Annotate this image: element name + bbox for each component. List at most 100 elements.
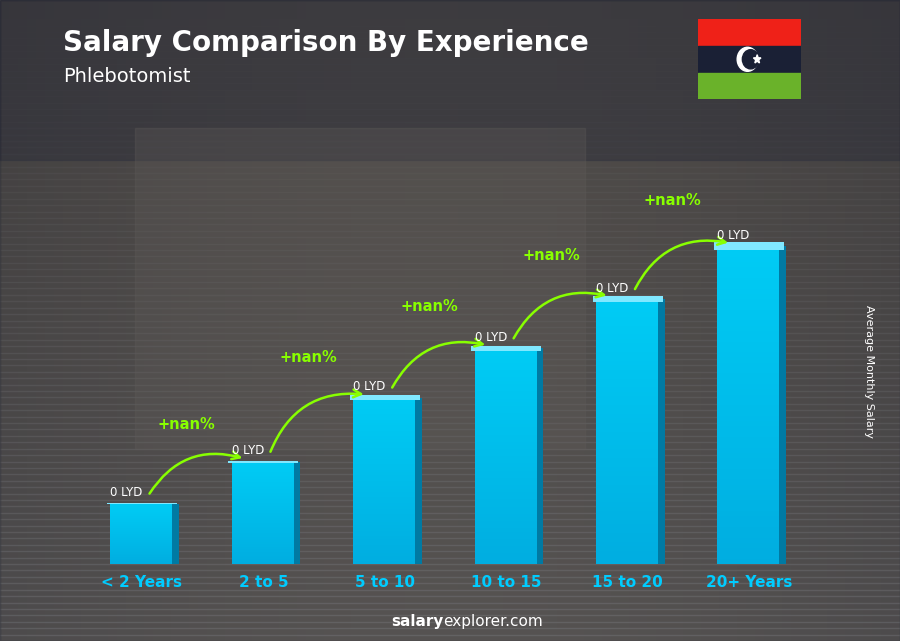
Bar bbox=[353, 470, 417, 472]
Text: +nan%: +nan% bbox=[158, 417, 216, 431]
Bar bbox=[0, 365, 900, 372]
Bar bbox=[474, 488, 538, 492]
Bar bbox=[474, 399, 538, 403]
Bar bbox=[596, 506, 659, 511]
Bar bbox=[474, 417, 538, 420]
Bar bbox=[596, 463, 659, 467]
Bar bbox=[111, 528, 174, 529]
Bar bbox=[596, 524, 659, 529]
Bar bbox=[111, 555, 174, 556]
Bar bbox=[111, 545, 174, 546]
Bar bbox=[0, 519, 900, 526]
Bar bbox=[596, 476, 659, 480]
Bar bbox=[232, 467, 295, 469]
Text: Salary Comparison By Experience: Salary Comparison By Experience bbox=[63, 29, 589, 57]
Bar bbox=[474, 435, 538, 438]
Text: explorer.com: explorer.com bbox=[443, 615, 543, 629]
Bar bbox=[396, 0, 405, 641]
Bar bbox=[596, 489, 659, 494]
Bar bbox=[717, 421, 780, 426]
Bar bbox=[474, 506, 538, 510]
Bar bbox=[0, 346, 900, 353]
Bar bbox=[353, 522, 417, 525]
Bar bbox=[360, 0, 369, 641]
Bar bbox=[353, 506, 417, 508]
Bar bbox=[474, 374, 538, 377]
Bar bbox=[474, 521, 538, 524]
Bar bbox=[648, 0, 657, 641]
Bar bbox=[717, 538, 780, 543]
Bar bbox=[717, 548, 780, 553]
Text: 0 LYD: 0 LYD bbox=[717, 229, 750, 242]
Bar bbox=[353, 406, 417, 409]
Bar bbox=[717, 511, 780, 517]
Bar bbox=[353, 520, 417, 522]
Bar bbox=[111, 558, 174, 559]
Bar bbox=[717, 283, 780, 288]
Bar bbox=[717, 416, 780, 421]
Bar bbox=[293, 462, 301, 564]
Bar bbox=[232, 544, 295, 545]
Bar bbox=[27, 0, 36, 641]
Bar bbox=[0, 276, 900, 282]
Bar bbox=[639, 0, 648, 641]
Bar bbox=[232, 528, 295, 530]
Bar bbox=[353, 462, 417, 464]
Bar bbox=[432, 0, 441, 641]
Bar bbox=[0, 609, 900, 615]
Text: 0 LYD: 0 LYD bbox=[596, 281, 628, 295]
Bar bbox=[596, 546, 659, 551]
Bar bbox=[0, 83, 900, 90]
Bar bbox=[353, 414, 417, 417]
Bar bbox=[717, 501, 780, 506]
Bar bbox=[0, 231, 900, 237]
Bar bbox=[693, 0, 702, 641]
Bar bbox=[474, 431, 538, 435]
Bar bbox=[243, 0, 252, 641]
Text: +nan%: +nan% bbox=[400, 299, 459, 314]
Bar bbox=[0, 179, 900, 186]
Bar bbox=[232, 479, 295, 481]
Bar bbox=[549, 0, 558, 641]
Bar bbox=[474, 532, 538, 535]
Bar bbox=[717, 294, 780, 299]
Bar bbox=[0, 237, 900, 244]
Bar bbox=[0, 468, 900, 474]
Bar bbox=[717, 246, 780, 251]
Bar bbox=[596, 392, 659, 396]
Bar bbox=[189, 0, 198, 641]
Bar bbox=[0, 333, 900, 340]
Bar bbox=[717, 447, 780, 453]
Bar bbox=[0, 410, 900, 417]
Bar bbox=[353, 420, 417, 422]
Bar bbox=[353, 512, 417, 514]
Bar bbox=[666, 0, 675, 641]
Bar bbox=[63, 0, 72, 641]
Bar bbox=[225, 0, 234, 641]
Bar bbox=[0, 340, 900, 346]
Bar bbox=[717, 251, 780, 257]
Bar bbox=[717, 426, 780, 431]
Bar bbox=[474, 413, 538, 417]
Bar bbox=[353, 495, 417, 497]
Bar bbox=[474, 535, 538, 539]
Bar bbox=[0, 513, 900, 519]
Bar bbox=[717, 463, 780, 469]
Bar bbox=[232, 482, 295, 484]
Bar bbox=[779, 246, 786, 564]
Bar bbox=[378, 0, 387, 641]
Text: 0 LYD: 0 LYD bbox=[474, 331, 507, 344]
Bar bbox=[474, 463, 538, 467]
Bar bbox=[414, 0, 423, 641]
Text: 0 LYD: 0 LYD bbox=[232, 444, 265, 457]
Bar bbox=[596, 365, 659, 370]
Bar bbox=[864, 0, 873, 641]
Bar bbox=[810, 0, 819, 641]
Circle shape bbox=[737, 47, 758, 71]
Bar bbox=[0, 570, 900, 577]
Bar bbox=[717, 474, 780, 479]
Text: 0 LYD: 0 LYD bbox=[111, 486, 143, 499]
Bar bbox=[717, 495, 780, 501]
Bar bbox=[111, 529, 174, 531]
Bar bbox=[232, 532, 295, 533]
